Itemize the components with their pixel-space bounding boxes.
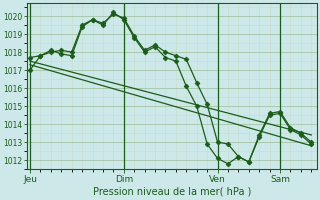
X-axis label: Pression niveau de la mer( hPa ): Pression niveau de la mer( hPa ) <box>92 187 251 197</box>
